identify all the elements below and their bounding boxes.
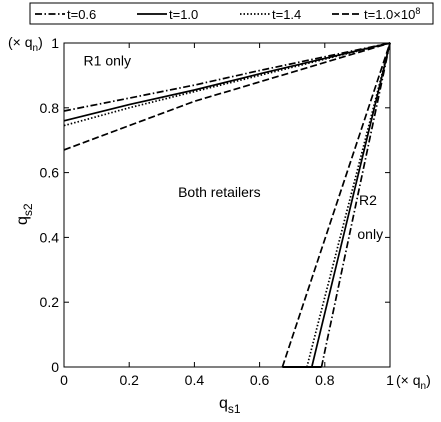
- axis-labels: qs1 qs2 (× qn) (× qn): [8, 34, 431, 416]
- x-tick-label: 0.2: [119, 372, 139, 388]
- region-label: only: [357, 226, 383, 242]
- x-tick-label: 0.6: [250, 372, 270, 388]
- axis-ticks: 0 0.2 0.4 0.6 0.8 1 0 0.2 0.4 0.6 0.8 1: [40, 35, 395, 388]
- y-tick-label: 0: [51, 359, 59, 375]
- axes-frame: [63, 42, 391, 368]
- y-tick-label: 0.4: [40, 229, 60, 245]
- legend-box: [29, 2, 434, 25]
- x-axis-label: qs1: [219, 395, 241, 416]
- plot-area: [63, 42, 391, 368]
- legend-label-3: t=1.4: [272, 7, 301, 22]
- y-axis-label: qs2: [14, 203, 35, 225]
- series-line-1-lower: [320, 42, 391, 368]
- series-line-4-upper: [63, 42, 391, 151]
- x-axis-unit: (× qn): [396, 372, 431, 392]
- y-tick-label: 1: [51, 35, 59, 51]
- series-line-3-lower: [306, 42, 391, 368]
- y-tick-label: 0.6: [40, 165, 60, 181]
- legend: t=0.6 t=1.0 t=1.4 t=1.0×108: [35, 6, 420, 22]
- legend-label-1: t=0.6: [67, 7, 96, 22]
- y-tick-label: 0.8: [40, 100, 60, 116]
- y-axis-unit: (× qn): [8, 34, 43, 54]
- region-annotations: R1 only Both retailers R2 only: [84, 53, 384, 242]
- x-tick-label: 0.8: [315, 372, 335, 388]
- legend-label-2: t=1.0: [169, 7, 198, 22]
- series-line-1-upper: [63, 42, 391, 112]
- x-tick-label: 0: [60, 372, 68, 388]
- legend-label-4: t=1.0×108: [364, 6, 420, 22]
- region-label: Both retailers: [178, 184, 260, 200]
- region-label: R2: [359, 192, 377, 208]
- y-tick-label: 0.2: [40, 294, 60, 310]
- series-line-2-upper: [63, 42, 391, 122]
- region-label: R1 only: [84, 53, 131, 69]
- x-tick-label: 1: [386, 372, 394, 388]
- series-line-4-lower: [281, 42, 391, 368]
- x-tick-label: 0.4: [185, 372, 205, 388]
- series-line-2-lower: [310, 42, 391, 368]
